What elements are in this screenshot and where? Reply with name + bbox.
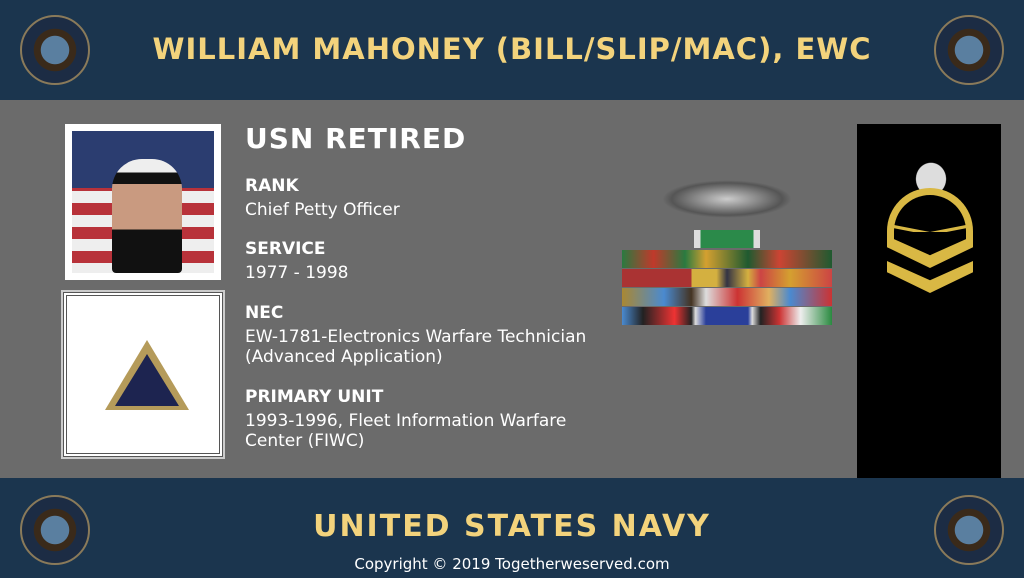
nec-value: EW-1781-Electronics Warfare Technician (… bbox=[245, 327, 587, 367]
primary-unit-value: 1993-1996, Fleet Information Warfare Cen… bbox=[245, 411, 567, 451]
header-banner: WILLIAM MAHONEY (BILL/SLIP/MAC), EWC bbox=[0, 0, 1024, 100]
footer-title: UNITED STATES NAVY bbox=[313, 509, 711, 544]
nec-label: NEC bbox=[245, 303, 284, 323]
eagle-icon bbox=[905, 151, 957, 191]
rank-value: Chief Petty Officer bbox=[245, 200, 400, 220]
navy-seal-icon bbox=[934, 495, 1004, 565]
rank-field: RANK Chief Petty Officer bbox=[245, 176, 400, 220]
service-photo bbox=[65, 124, 221, 280]
service-field: SERVICE 1977 - 1998 bbox=[245, 239, 348, 283]
navy-seal-icon bbox=[20, 15, 90, 85]
navy-seal-icon bbox=[934, 15, 1004, 85]
member-name-title: WILLIAM MAHONEY (BILL/SLIP/MAC), EWC bbox=[152, 32, 872, 66]
ribbon-rack bbox=[622, 230, 832, 326]
copyright-text: Copyright © 2019 Togetherweserved.com bbox=[354, 555, 670, 573]
chief-rating-badge-icon bbox=[887, 188, 973, 244]
primary-unit-field: PRIMARY UNIT 1993-1996, Fleet Informatio… bbox=[245, 387, 615, 451]
rating-insignia-panel bbox=[857, 124, 1001, 478]
service-value: 1977 - 1998 bbox=[245, 263, 349, 283]
footer-banner bbox=[0, 478, 1024, 578]
surface-warfare-badge-icon bbox=[662, 180, 792, 218]
nec-field: NEC EW-1781-Electronics Warfare Technici… bbox=[245, 303, 595, 367]
primary-unit-label: PRIMARY UNIT bbox=[245, 387, 384, 407]
unit-logo bbox=[61, 290, 225, 459]
rank-label: RANK bbox=[245, 176, 299, 196]
navy-seal-icon bbox=[20, 495, 90, 565]
status-heading: USN RETIRED bbox=[245, 122, 467, 155]
service-label: SERVICE bbox=[245, 239, 326, 259]
